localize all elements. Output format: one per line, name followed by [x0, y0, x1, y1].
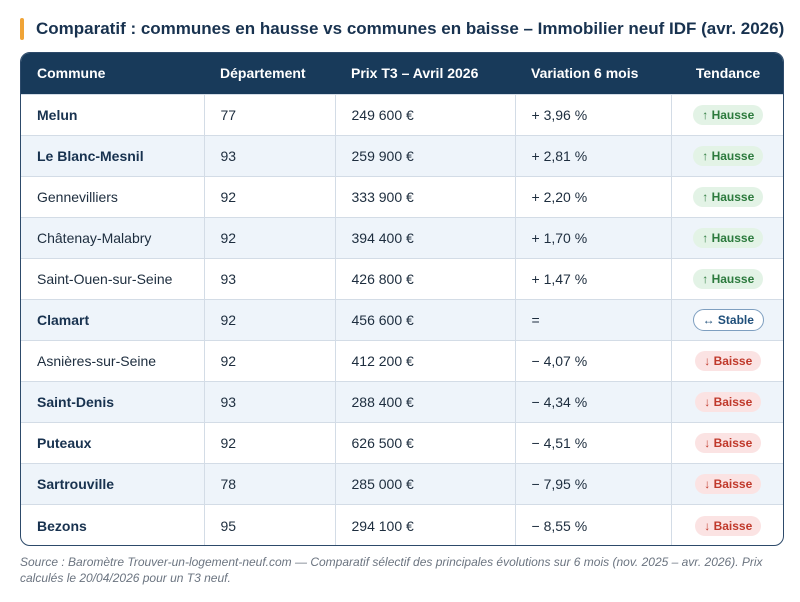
cell-commune: Saint-Denis — [21, 381, 205, 423]
cell-variation: + 2,20 % — [515, 175, 672, 218]
cell-prix: 285 000 € — [335, 463, 516, 505]
table-row: Le Blanc-Mesnil 93 259 900 € + 2,81 % ↑ Haus… — [21, 134, 783, 177]
trend-badge-up: ↑ Hausse — [693, 227, 764, 248]
comparison-table-container: Commune Département Prix T3 – Avril 2026… — [20, 52, 784, 546]
cell-tendance: ↓ Baisse — [671, 381, 783, 423]
cell-commune: Clamart — [21, 298, 205, 341]
table-row: Gennevilliers 92 333 900 € + 2,20 % ↑ Hausse — [21, 175, 783, 218]
table-row: Asnières-sur-Seine 92 412 200 € − 4,07 % ↓ B… — [21, 340, 783, 382]
page-title: Comparatif : communes en hausse vs commu… — [36, 19, 785, 38]
cell-tendance: ↓ Baisse — [671, 340, 783, 382]
cell-commune: Gennevilliers — [21, 175, 205, 218]
header-variation: Variation 6 mois — [515, 53, 671, 94]
trend-badge-up: ↑ Hausse — [693, 145, 764, 166]
cell-tendance: ↑ Hausse — [671, 257, 783, 300]
trend-badge-down: ↓ Baisse — [695, 474, 762, 495]
cell-tendance: ↑ Hausse — [671, 134, 783, 177]
trend-badge-up: ↑ Hausse — [693, 186, 764, 207]
comparison-table: Commune Département Prix T3 – Avril 2026… — [21, 53, 783, 545]
cell-commune: Melun — [21, 93, 205, 136]
cell-tendance: ↔ Stable — [671, 298, 783, 341]
cell-variation: − 4,34 % — [515, 381, 672, 423]
trend-badge-down: ↓ Baisse — [695, 433, 762, 454]
table-header-row: Commune Département Prix T3 – Avril 2026… — [21, 53, 783, 94]
table-row: Clamart 92 456 600 € = ↔ Stable — [21, 298, 783, 341]
table-row: Sartrouville 78 285 000 € − 7,95 % ↓ Baisse — [21, 463, 783, 505]
cell-departement: 93 — [204, 257, 336, 300]
cell-departement: 92 — [204, 175, 336, 218]
cell-departement: 93 — [204, 134, 336, 177]
trend-badge-up: ↑ Hausse — [693, 104, 764, 125]
cell-variation: − 7,95 % — [515, 463, 672, 505]
cell-tendance: ↓ Baisse — [671, 422, 783, 464]
title-accent-bar — [20, 18, 24, 40]
cell-variation: + 2,81 % — [515, 134, 672, 177]
header-commune: Commune — [21, 53, 204, 94]
cell-departement: 92 — [204, 298, 336, 341]
cell-prix: 426 800 € — [335, 257, 516, 300]
cell-variation: + 1,47 % — [515, 257, 672, 300]
header-departement: Département — [204, 53, 335, 94]
cell-departement: 92 — [204, 340, 336, 382]
title-row: Comparatif : communes en hausse vs commu… — [20, 18, 784, 40]
cell-tendance: ↓ Baisse — [671, 463, 783, 505]
trend-badge-down: ↓ Baisse — [695, 392, 762, 413]
cell-commune: Bezons — [21, 504, 205, 545]
cell-commune: Asnières-sur-Seine — [21, 340, 205, 382]
cell-tendance: ↑ Hausse — [671, 175, 783, 218]
trend-badge-stable: ↔ Stable — [692, 309, 764, 332]
cell-prix: 333 900 € — [335, 175, 516, 218]
table-row: Châtenay-Malabry 92 394 400 € + 1,70 % ↑ Hau… — [21, 216, 783, 259]
table-row: Bezons 95 294 100 € − 8,55 % ↓ Baisse — [21, 504, 783, 545]
cell-departement: 77 — [204, 93, 336, 136]
source-note: Source : Baromètre Trouver-un-logement-n… — [20, 555, 763, 585]
cell-commune: Saint-Ouen-sur-Seine — [21, 257, 205, 300]
cell-tendance: ↑ Hausse — [671, 216, 783, 259]
cell-departement: 93 — [204, 381, 336, 423]
cell-variation: − 8,55 % — [515, 504, 672, 545]
cell-departement: 92 — [204, 422, 336, 464]
cell-prix: 294 100 € — [335, 504, 516, 545]
cell-prix: 259 900 € — [335, 134, 516, 177]
cell-prix: 412 200 € — [335, 340, 516, 382]
cell-commune: Puteaux — [21, 422, 205, 464]
cell-prix: 456 600 € — [335, 298, 516, 341]
trend-badge-down: ↓ Baisse — [695, 515, 762, 536]
table-row: Saint-Ouen-sur-Seine 93 426 800 € + 1,47 % ↑… — [21, 257, 783, 300]
cell-variation: + 1,70 % — [515, 216, 672, 259]
cell-commune: Châtenay-Malabry — [21, 216, 205, 259]
header-tendance: Tendance — [671, 53, 783, 94]
cell-commune: Le Blanc-Mesnil — [21, 134, 205, 177]
cell-commune: Sartrouville — [21, 463, 205, 505]
trend-badge-down: ↓ Baisse — [695, 351, 762, 372]
cell-variation: − 4,51 % — [515, 422, 672, 464]
cell-variation: + 3,96 % — [515, 93, 672, 136]
cell-departement: 92 — [204, 216, 336, 259]
cell-departement: 95 — [204, 504, 336, 545]
cell-tendance: ↑ Hausse — [671, 93, 783, 136]
cell-variation: = — [515, 298, 672, 341]
cell-prix: 394 400 € — [335, 216, 516, 259]
table-row: Puteaux 92 626 500 € − 4,51 % ↓ Baisse — [21, 422, 783, 464]
cell-prix: 288 400 € — [335, 381, 516, 423]
cell-tendance: ↓ Baisse — [671, 504, 783, 545]
trend-badge-up: ↑ Hausse — [693, 268, 764, 289]
table-row: Saint-Denis 93 288 400 € − 4,34 % ↓ Baisse — [21, 381, 783, 423]
cell-prix: 626 500 € — [335, 422, 516, 464]
table-row: Melun 77 249 600 € + 3,96 % ↑ Hausse — [21, 93, 783, 136]
cell-prix: 249 600 € — [335, 93, 516, 136]
cell-variation: − 4,07 % — [515, 340, 672, 382]
cell-departement: 78 — [204, 463, 336, 505]
header-prix: Prix T3 – Avril 2026 — [335, 53, 515, 94]
